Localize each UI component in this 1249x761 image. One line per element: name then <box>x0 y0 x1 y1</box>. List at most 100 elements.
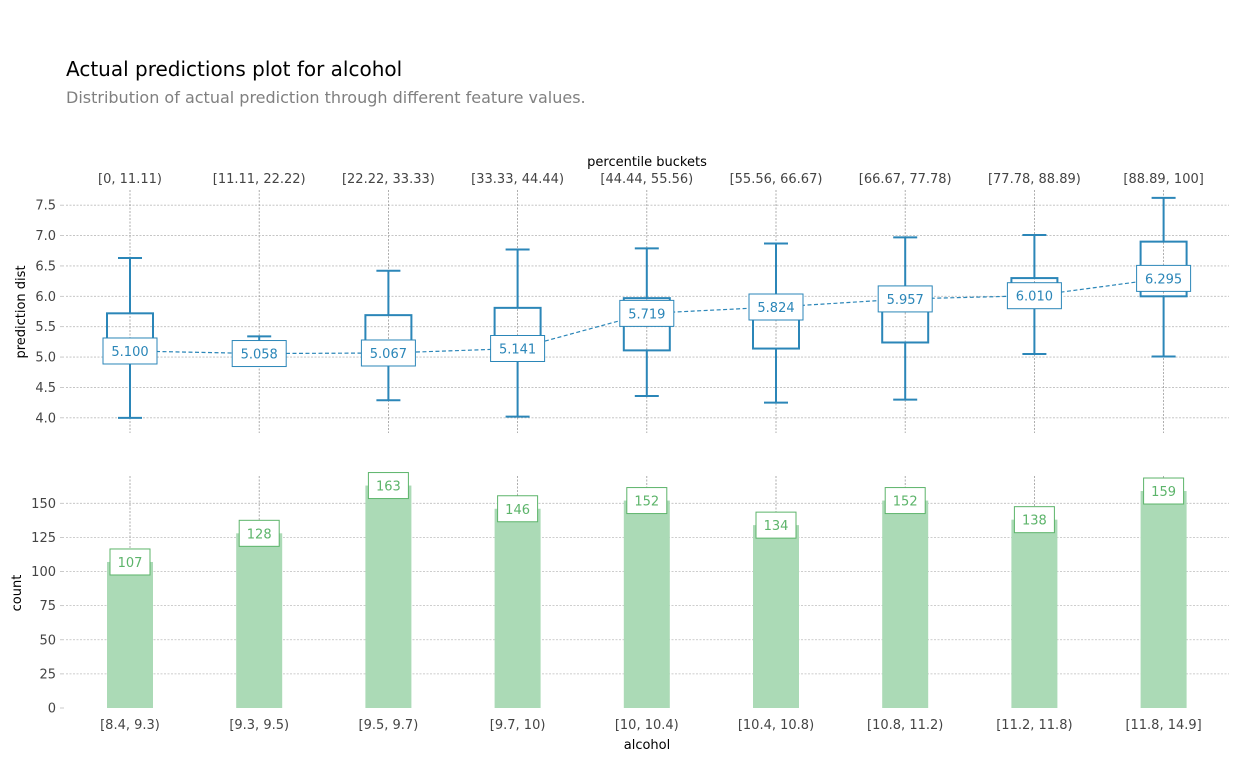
bar-x-tick-label: [10.4, 10.8) <box>738 718 814 733</box>
bar-value-label: 128 <box>238 519 280 547</box>
bar-value-label: 152 <box>626 487 668 515</box>
bar-value-label: 107 <box>109 548 151 576</box>
bar-x-tick-label: [10.8, 11.2) <box>867 718 943 733</box>
bar-x-tick-label: [9.5, 9.7) <box>359 718 419 733</box>
top-tick-label: [22.22, 33.33) <box>342 172 435 187</box>
top-tick-label: [88.89, 100] <box>1123 172 1203 187</box>
bar-value-label-text: 146 <box>505 503 530 518</box>
box-y-tick-label: 5.0 <box>35 351 56 366</box>
chart-title: Actual predictions plot for alcohol <box>66 57 402 81</box>
bar-y-tick-label: 50 <box>39 633 56 648</box>
bar-value-label-box <box>755 511 797 539</box>
box-y-tick-label: 6.0 <box>35 290 56 305</box>
bar-value-label-text: 107 <box>118 556 143 571</box>
box-group <box>106 257 154 419</box>
box-y-axis-label: prediction dist <box>14 265 29 358</box>
chart-subtitle: Distribution of actual prediction throug… <box>66 88 586 107</box>
bar-value-label-box <box>1143 477 1185 505</box>
top-tick-label: [44.44, 55.56) <box>600 172 693 187</box>
bar-value-label-box <box>367 472 409 500</box>
mean-label: 5.141 <box>490 334 546 362</box>
box-y-tick-label: 4.0 <box>35 411 56 426</box>
bar-value-label-text: 134 <box>764 519 789 534</box>
mean-label-text: 6.010 <box>1016 290 1053 305</box>
bar-value-label: 134 <box>755 511 797 539</box>
box-y-tick-label: 7.0 <box>35 229 56 244</box>
bar-value-label-text: 159 <box>1151 485 1176 500</box>
mean-label-box <box>490 334 546 362</box>
box-y-tick-label: 4.5 <box>35 381 56 396</box>
top-tick-label: [66.67, 77.78) <box>859 172 952 187</box>
bar <box>753 525 799 708</box>
bar-y-axis-label: count <box>10 575 25 612</box>
top-tick-label: [55.56, 66.67) <box>730 172 823 187</box>
bar-value-label-box <box>109 548 151 576</box>
mean-label-box <box>231 340 287 368</box>
bar-x-axis-label: alcohol <box>624 738 670 753</box>
mean-label: 5.100 <box>102 337 158 365</box>
mean-label: 5.957 <box>877 285 933 313</box>
bar <box>1011 519 1058 708</box>
box-group <box>493 248 542 418</box>
bar <box>494 508 541 708</box>
mean-label-box <box>1006 282 1062 310</box>
mean-label: 6.010 <box>1006 282 1062 310</box>
mean-label-text: 5.100 <box>111 345 148 360</box>
bar-y-tick-label: 0 <box>48 702 56 717</box>
mean-label: 6.295 <box>1136 264 1192 292</box>
box-y-tick-label: 6.5 <box>35 259 56 274</box>
bar-value-label: 163 <box>367 472 409 500</box>
mean-label: 5.067 <box>360 339 416 367</box>
top-tick-label: [0, 11.11) <box>98 172 162 187</box>
bar-chart-panel: alcohol count 0 25 50 75 100 125 150 [8.4, 9.3)… <box>10 472 1229 753</box>
bar-y-tick-label: 125 <box>31 531 56 546</box>
bar <box>1140 491 1187 708</box>
mean-label-text: 5.141 <box>499 342 536 357</box>
box-group <box>881 236 930 401</box>
bar-x-tick-label: [11.8, 14.9] <box>1125 718 1201 733</box>
mean-label-box <box>102 337 158 365</box>
bar-value-label: 152 <box>884 487 926 515</box>
bar-value-label-box <box>1013 506 1055 534</box>
bar-value-label-box <box>238 519 280 547</box>
bar-value-label-text: 128 <box>247 527 272 542</box>
mean-label: 5.824 <box>748 293 804 321</box>
mean-label-text: 5.824 <box>757 301 794 316</box>
bar-value-label: 138 <box>1013 506 1055 534</box>
bar-value-label-box <box>626 487 668 515</box>
bar-y-tick-label: 100 <box>31 565 56 580</box>
mean-label-text: 5.058 <box>241 348 278 363</box>
bar-x-tick-label: [11.2, 11.8) <box>996 718 1072 733</box>
bar <box>236 533 283 708</box>
box-y-tick-label: 5.5 <box>35 320 56 335</box>
bar-y-tick-label: 150 <box>31 497 56 512</box>
bar-value-label-box <box>497 495 539 523</box>
top-tick-label: [33.33, 44.44) <box>471 172 564 187</box>
bar-x-tick-label: [8.4, 9.3) <box>100 718 160 733</box>
mean-label-box <box>748 293 804 321</box>
bar-marks: 107 128 163 146 152 134 152 138 159 <box>107 472 1187 708</box>
bar-y-tick-label: 75 <box>39 599 56 614</box>
top-tick-label: [11.11, 22.22) <box>213 172 306 187</box>
mean-label-box <box>619 299 675 327</box>
mean-label-text: 5.957 <box>887 293 924 308</box>
bar <box>365 485 412 708</box>
bar-value-label-text: 138 <box>1022 514 1047 529</box>
bar-value-label-text: 163 <box>376 480 401 495</box>
bar <box>623 500 670 708</box>
mean-label: 5.058 <box>231 340 287 368</box>
bar-value-label: 146 <box>497 495 539 523</box>
box-plot-panel: percentile buckets prediction dist 4.0 4.… <box>14 155 1229 433</box>
mean-label-text: 5.719 <box>628 307 665 322</box>
top-axis-label: percentile buckets <box>587 155 707 170</box>
bar-value-label-box <box>884 487 926 515</box>
box-group <box>752 242 800 404</box>
bar-value-label-text: 152 <box>634 495 659 510</box>
bar-value-label: 159 <box>1143 477 1185 505</box>
bar-x-tick-label: [9.3, 9.5) <box>229 718 289 733</box>
bar <box>107 561 153 708</box>
mean-label-text: 6.295 <box>1145 272 1182 287</box>
bar-y-tick-label: 25 <box>39 667 56 682</box>
mean-label-box <box>360 339 416 367</box>
